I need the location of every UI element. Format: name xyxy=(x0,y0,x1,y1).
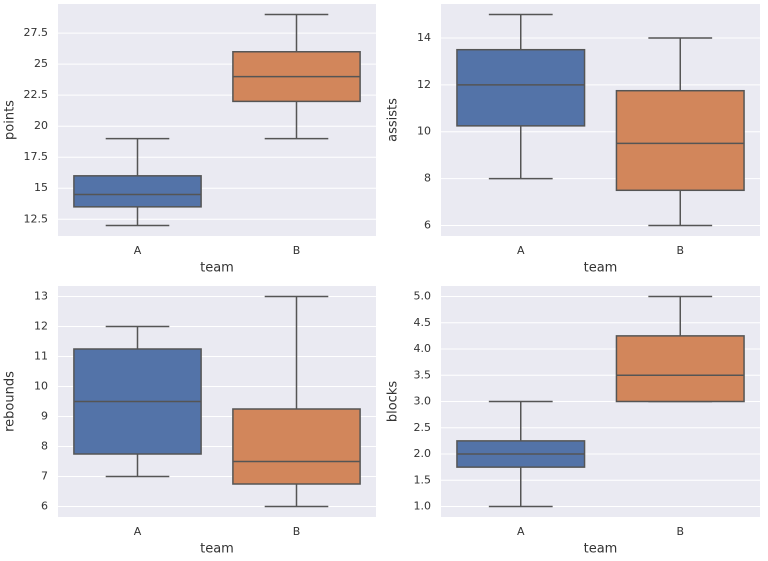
y-tick-label: 11 xyxy=(34,350,48,363)
y-axis-label: points xyxy=(3,100,18,140)
x-tick-label: A xyxy=(517,244,525,257)
y-tick-label: 1.0 xyxy=(414,500,432,513)
y-tick-label: 5.0 xyxy=(414,290,432,303)
x-tick-label: B xyxy=(293,244,301,257)
y-tick-label: 3.0 xyxy=(414,395,432,408)
x-tick-label: A xyxy=(134,244,142,257)
box xyxy=(615,335,745,403)
x-tick-label: B xyxy=(676,244,684,257)
y-tick-label: 13 xyxy=(34,290,48,303)
box xyxy=(73,175,202,208)
y-tick-label: 1.5 xyxy=(414,473,432,486)
y-tick-label: 9 xyxy=(41,410,48,423)
y-tick-label: 12 xyxy=(417,78,431,91)
x-axis-label: team xyxy=(584,261,618,276)
y-tick-label: 22.5 xyxy=(24,88,49,101)
y-tick-label: 25 xyxy=(34,57,48,70)
y-tick-label: 6 xyxy=(424,218,431,231)
y-tick-label: 2.0 xyxy=(414,447,432,460)
y-tick-label: 15 xyxy=(34,181,48,194)
y-tick-label: 20 xyxy=(34,119,48,132)
y-tick-label: 6 xyxy=(41,500,48,513)
box xyxy=(456,48,586,127)
x-axis-label: team xyxy=(200,542,234,557)
x-axis-label: team xyxy=(584,542,618,557)
y-tick-label: 3.5 xyxy=(414,368,432,381)
y-tick-label: 10 xyxy=(34,380,48,393)
y-tick-label: 8 xyxy=(424,172,431,185)
x-tick-label: B xyxy=(676,525,684,538)
x-tick-label: A xyxy=(134,525,142,538)
y-tick-label: 17.5 xyxy=(24,150,49,163)
y-axis-label: blocks xyxy=(386,381,401,422)
x-axis-label: team xyxy=(200,261,234,276)
y-tick-label: 8 xyxy=(41,440,48,453)
y-tick-label: 12.5 xyxy=(24,212,49,225)
box xyxy=(615,89,745,192)
y-tick-label: 4.0 xyxy=(414,342,432,355)
y-tick-label: 4.5 xyxy=(414,316,432,329)
y-tick-label: 27.5 xyxy=(24,26,49,39)
y-axis-label: rebounds xyxy=(3,371,18,432)
x-tick-label: B xyxy=(293,525,301,538)
box xyxy=(232,408,361,485)
y-tick-label: 2.5 xyxy=(414,421,432,434)
y-axis-label: assists xyxy=(386,98,401,142)
x-tick-label: A xyxy=(517,525,525,538)
y-tick-label: 14 xyxy=(417,31,431,44)
y-tick-label: 7 xyxy=(41,470,48,483)
y-tick-label: 10 xyxy=(417,125,431,138)
y-tick-label: 12 xyxy=(34,320,48,333)
